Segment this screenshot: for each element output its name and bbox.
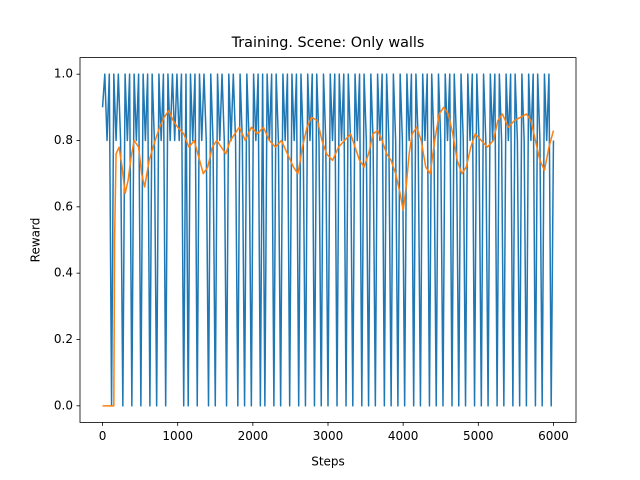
axes-frame xyxy=(79,57,577,423)
y-tick-label: 0.0 xyxy=(54,398,73,412)
x-tick-label: 5000 xyxy=(463,429,494,443)
y-tick-label: 0.2 xyxy=(54,332,73,346)
y-tick-label: 0.8 xyxy=(54,133,73,147)
data-line xyxy=(101,73,555,407)
y-tick-label: 0.6 xyxy=(54,199,73,213)
x-tick-label: 3000 xyxy=(313,429,344,443)
x-tick-label: 4000 xyxy=(388,429,419,443)
x-tick-label: 1000 xyxy=(162,429,193,443)
x-tick-label: 2000 xyxy=(238,429,269,443)
x-axis-label: Steps xyxy=(311,455,345,469)
y-tick-label: 0.4 xyxy=(54,266,73,280)
x-tick-label: 0 xyxy=(99,429,107,443)
y-axis-label: Reward xyxy=(29,218,43,263)
x-tick-label: 6000 xyxy=(538,429,569,443)
y-tick-label: 1.0 xyxy=(54,67,73,81)
chart-title: Training. Scene: Only walls xyxy=(231,35,425,51)
data-line xyxy=(102,106,555,407)
